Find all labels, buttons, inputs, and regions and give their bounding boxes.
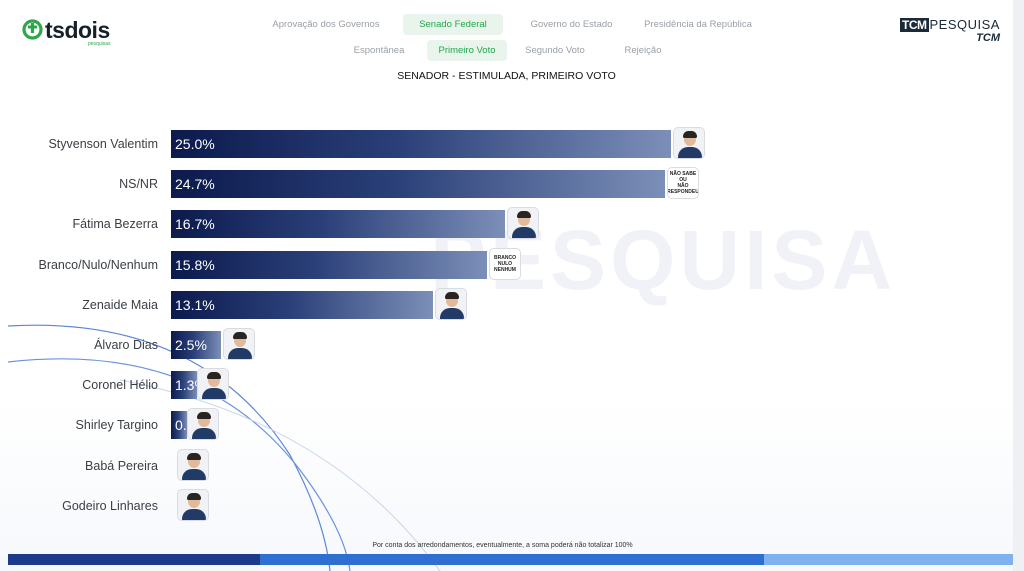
bottom-stripe-dark	[8, 554, 260, 565]
category-label-shirley-targino: Shirley Targino	[75, 418, 158, 433]
tab-segundo-voto[interactable]: Segundo Voto	[525, 45, 585, 56]
photo-hair	[197, 412, 211, 420]
tab-aprovacao-governos[interactable]: Aprovação dos Governos	[272, 19, 380, 30]
value-label-zenaide-maia: 13.1%	[175, 296, 215, 313]
photo-body	[512, 227, 536, 239]
candidate-photo-coronel-helio	[197, 368, 229, 401]
photo-hair	[233, 332, 247, 339]
photo-hair	[517, 211, 531, 219]
tab-governo-estado[interactable]: Governo do Estado	[530, 19, 613, 30]
logo-text: tsdois	[45, 17, 110, 43]
photo-hair	[683, 131, 697, 138]
category-label-godeiro-linhares: Godeiro Linhares	[62, 498, 158, 513]
value-label-shirley-targino: 0.8%	[175, 417, 187, 434]
bar-alvaro-dias	[171, 331, 221, 359]
bar-coronel-helio	[171, 371, 197, 400]
candidate-photo-alvaro-dias	[223, 328, 255, 360]
tab-espontanea[interactable]: Espontânea	[353, 45, 405, 56]
tsdois-logo: tsdois pesquisas	[22, 17, 111, 49]
candidate-photo-fatima-bezerra	[507, 207, 539, 240]
category-label-coronel-helio: Coronel Hélio	[82, 378, 158, 393]
tab-primeiro-voto[interactable]: Primeiro Voto	[427, 40, 507, 61]
card-ns-nr: NÃO SABE OU NÃO RESPONDEU	[667, 167, 699, 200]
card-branco-nulo-nenhum: BRANCO NULO NENHUM	[489, 247, 521, 280]
value-label-ns-nr: 24.7%	[175, 176, 215, 193]
candidate-photo-zenaide-maia	[435, 287, 467, 320]
photo-body	[678, 147, 702, 158]
category-label-baba-pereira: Babá Pereira	[85, 458, 158, 473]
category-label-branco-nulo-nenhum: Branco/Nulo/Nenhum	[38, 257, 158, 272]
category-label-zenaide-maia: Zenaide Maia	[82, 297, 158, 312]
category-label-styvenson-valentim: Styvenson Valentim	[48, 137, 158, 151]
photo-body	[182, 468, 206, 480]
bar-shirley-targino	[171, 411, 187, 440]
photo-hair	[445, 291, 459, 299]
photo-body	[182, 508, 206, 520]
window-gutter	[1013, 0, 1024, 571]
card-text-branco-nulo-nenhum: BRANCO NULO NENHUM	[494, 254, 516, 273]
bar-zenaide-maia	[171, 290, 433, 319]
photo-hair	[187, 452, 201, 460]
tab-senado-federal[interactable]: Senado Federal	[403, 14, 503, 35]
brand-box: TCM	[900, 17, 929, 32]
value-label-alvaro-dias: 2.5%	[175, 337, 207, 353]
footnote: Por conta dos arredondamentos, eventualm…	[372, 542, 633, 549]
bar-ns-nr	[171, 170, 665, 199]
photo-body	[192, 428, 216, 440]
value-label-styvenson-valentim: 25.0%	[175, 136, 215, 152]
logo-mark-icon	[22, 19, 43, 40]
category-label-ns-nr: NS/NR	[119, 177, 158, 192]
tab-rejeicao[interactable]: Rejeição	[624, 45, 662, 56]
candidate-photo-styvenson-valentim	[673, 127, 705, 159]
photo-body	[202, 388, 226, 400]
candidate-photo-baba-pereira	[177, 448, 209, 481]
bar-fatima-bezerra	[171, 210, 505, 239]
bar-branco-nulo-nenhum	[171, 250, 487, 279]
logo-subtext: pesquisas	[88, 41, 111, 47]
candidate-photo-godeiro-linhares	[177, 488, 209, 521]
photo-body	[440, 307, 464, 319]
value-label-fatima-bezerra: 16.7%	[175, 216, 215, 233]
brand-sub: TCM	[976, 32, 1000, 44]
tcm-pesquisa-brand: TCM PESQUISA TCM	[900, 17, 1000, 47]
bottom-stripe-mid	[260, 554, 764, 565]
chart-title: SENADOR - ESTIMULADA, PRIMEIRO VOTO	[397, 70, 616, 82]
category-label-alvaro-dias: Álvaro Dias	[94, 338, 158, 352]
card-text-ns-nr: NÃO SABE OU NÃO RESPONDEU	[667, 171, 699, 196]
tab-presidencia[interactable]: Presidência da República	[644, 19, 752, 30]
photo-body	[228, 348, 252, 359]
brand-word: PESQUISA	[929, 16, 1000, 32]
category-label-fatima-bezerra: Fátima Bezerra	[72, 217, 158, 232]
candidate-photo-shirley-targino	[187, 408, 219, 441]
photo-hair	[187, 492, 201, 500]
bar-styvenson-valentim	[171, 130, 671, 158]
photo-hair	[207, 372, 221, 380]
value-label-branco-nulo-nenhum: 15.8%	[175, 256, 215, 273]
value-label-coronel-helio: 1.3%	[175, 377, 197, 394]
bottom-stripe-light	[764, 554, 1013, 565]
